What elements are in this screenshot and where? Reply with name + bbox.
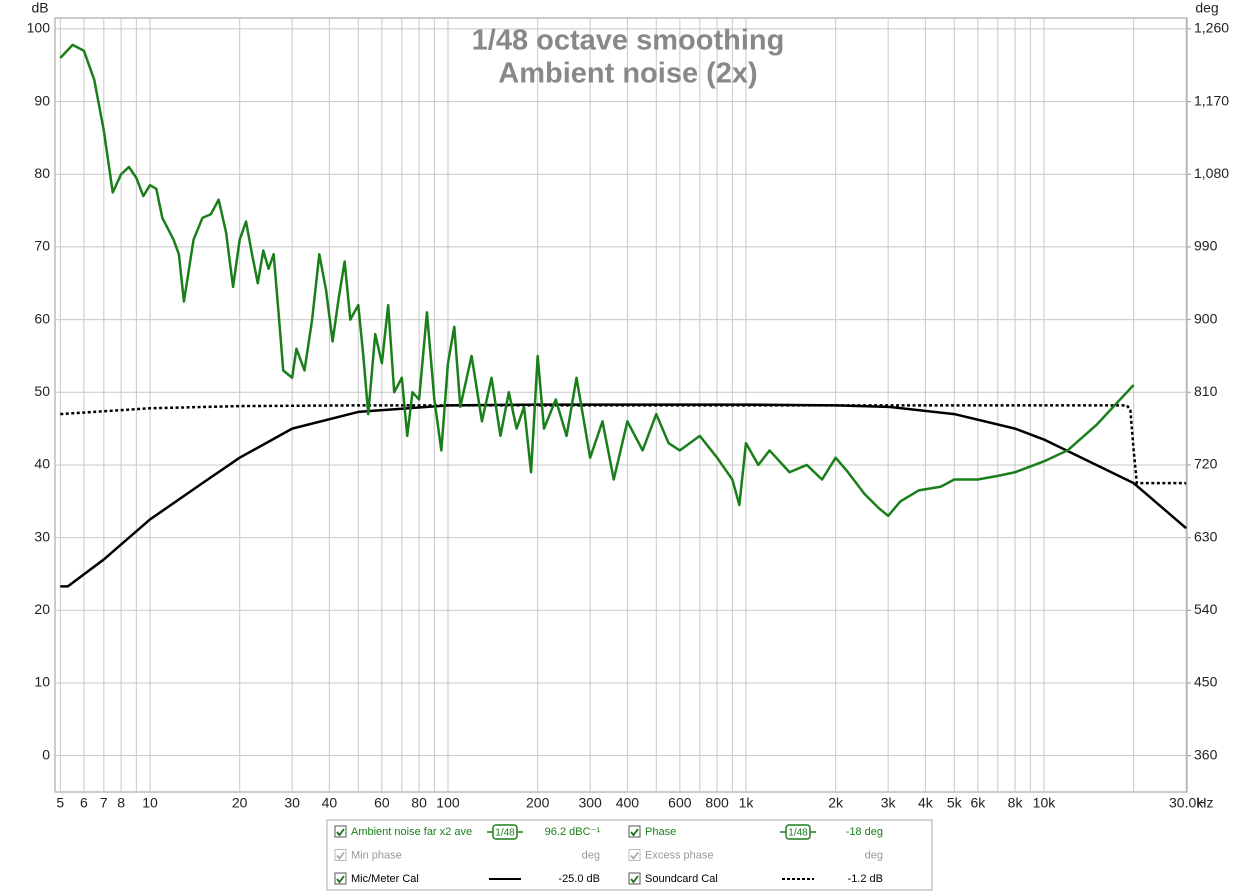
- legend-entry: Min phase: [351, 849, 402, 861]
- x-tick-label: 3k: [881, 795, 897, 811]
- y-tick-label: 40: [34, 456, 50, 472]
- legend-readout: -1.2 dB: [848, 873, 883, 885]
- y2-tick-label: 450: [1194, 674, 1218, 690]
- checkmark: [630, 851, 639, 860]
- y2-tick-label: 540: [1194, 601, 1218, 617]
- checkmark: [630, 875, 639, 884]
- y2-tick-label: 630: [1194, 528, 1218, 544]
- legend-entry: Mic/Meter Cal: [351, 873, 419, 885]
- x-tick-label: 1k: [739, 795, 755, 811]
- x-tick-label: 30.0k: [1169, 795, 1204, 811]
- x-tick-label: 4k: [918, 795, 934, 811]
- legend-readout: deg: [582, 849, 600, 861]
- checkbox[interactable]: [334, 825, 347, 838]
- x-tick-label: 5k: [947, 795, 963, 811]
- checkbox[interactable]: [334, 872, 347, 885]
- smoothing-icon: [785, 824, 811, 840]
- x-tick-label: 300: [578, 795, 602, 811]
- curves: [59, 43, 1187, 588]
- x-tick-label: 60: [374, 795, 390, 811]
- y2-tick-label: 1,170: [1194, 92, 1229, 108]
- y-tick-label: 0: [42, 746, 50, 762]
- smoothing-label: 1/48: [788, 828, 808, 839]
- x-tick-label: 80: [411, 795, 427, 811]
- legend-entry: Excess phase: [645, 849, 713, 861]
- y-tick-label: 100: [27, 20, 51, 36]
- y-tick-label: 20: [34, 601, 50, 617]
- checkmark: [336, 851, 345, 860]
- y-tick-label: 90: [34, 92, 50, 108]
- trace-line: [59, 43, 1135, 518]
- checkbox[interactable]: [628, 849, 641, 861]
- trace-line: [60, 403, 1187, 588]
- x-tick-label: 100: [436, 795, 460, 811]
- y-tick-label: 80: [34, 165, 50, 181]
- smoothing-label: 1/48: [495, 828, 515, 839]
- x-tick-label: 10k: [1033, 795, 1057, 811]
- chart-subtitle: Ambient noise (2x): [498, 58, 757, 90]
- legend-readout: -25.0 dB: [558, 873, 600, 885]
- legend-panel: Ambient noise far x2 ave 1/48 96.2 dBC⁻¹ Ph…: [326, 819, 933, 891]
- y-tick-label: 30: [34, 528, 50, 544]
- x-tick-label: 8k: [1008, 795, 1024, 811]
- x-tick-label: 30: [284, 795, 300, 811]
- legend-readout: 96.2 dBC⁻¹: [545, 826, 601, 838]
- y2-tick-label: 1,080: [1194, 165, 1229, 181]
- y-tick-label: 60: [34, 310, 50, 326]
- y2-tick-label: 990: [1194, 238, 1218, 254]
- x-tick-label: 2k: [828, 795, 844, 811]
- x-tick-label: 6k: [970, 795, 986, 811]
- y-axis-label: dB: [31, 0, 48, 16]
- smoothing-icon: [492, 824, 518, 840]
- x-tick-label: 5: [56, 795, 64, 811]
- x-tick-label: 800: [705, 795, 729, 811]
- checkbox[interactable]: [628, 872, 641, 885]
- legend-entry: Soundcard Cal: [645, 873, 718, 885]
- trace-line: [60, 404, 1187, 485]
- y-tick-label: 50: [34, 383, 50, 399]
- x-tick-label: 400: [616, 795, 640, 811]
- x-tick-label: 200: [526, 795, 550, 811]
- x-tick-label: 7: [100, 795, 108, 811]
- checkmark: [630, 828, 639, 837]
- checkmark: [336, 828, 345, 837]
- legend-readout: -18 deg: [846, 826, 883, 838]
- x-tick-label: 600: [668, 795, 692, 811]
- checkbox[interactable]: [628, 825, 641, 838]
- y2-axis-label: deg: [1195, 0, 1218, 16]
- x-tick-label: 6: [80, 795, 88, 811]
- x-tick-label: 40: [322, 795, 338, 811]
- legend-entry: Ambient noise far x2 ave: [351, 826, 472, 838]
- legend-entry: Phase: [645, 826, 676, 838]
- legend-readout: deg: [865, 849, 883, 861]
- y-tick-label: 10: [34, 674, 50, 690]
- x-tick-label: 20: [232, 795, 248, 811]
- y2-tick-label: 720: [1194, 456, 1218, 472]
- chart-title: 1/48 octave smoothing: [472, 25, 785, 57]
- y-tick-label: 70: [34, 238, 50, 254]
- x-tick-label: 10: [142, 795, 158, 811]
- y2-tick-label: 810: [1194, 383, 1218, 399]
- y2-tick-label: 360: [1194, 746, 1218, 762]
- x-axis-unit: Hz: [1196, 795, 1213, 811]
- y2-tick-label: 1,260: [1194, 20, 1229, 36]
- y2-tick-label: 900: [1194, 310, 1218, 326]
- x-tick-label: 8: [117, 795, 125, 811]
- checkmark: [336, 875, 345, 884]
- checkbox[interactable]: [334, 849, 347, 861]
